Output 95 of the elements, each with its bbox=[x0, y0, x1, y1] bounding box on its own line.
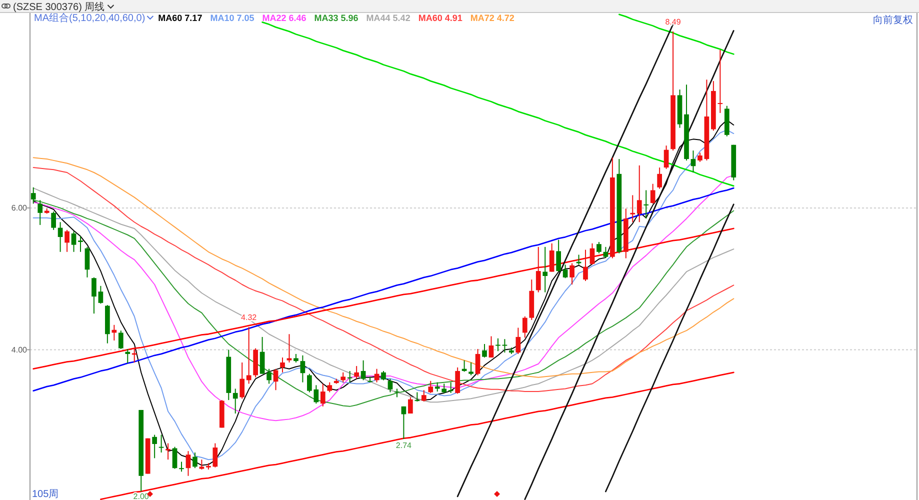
candlestick bbox=[266, 368, 272, 384]
candlestick bbox=[280, 357, 285, 373]
candlestick bbox=[636, 164, 642, 223]
text: MA22 6.46 bbox=[262, 13, 306, 23]
candlestick bbox=[232, 388, 238, 414]
candlestick bbox=[421, 390, 426, 402]
annotation: 105周 bbox=[32, 489, 59, 500]
text: MA72 4.72 bbox=[470, 13, 514, 23]
text: MA60 7.17 bbox=[158, 13, 202, 23]
candlestick bbox=[496, 338, 500, 352]
candlestick bbox=[354, 366, 359, 380]
candlestick bbox=[300, 354, 306, 383]
candlestick bbox=[388, 378, 393, 393]
candlestick bbox=[448, 382, 454, 394]
candlestick bbox=[664, 145, 669, 170]
line-series bbox=[32, 228, 734, 370]
candlestick bbox=[112, 324, 117, 341]
y-tick-label: 6.00 bbox=[11, 204, 28, 213]
candlestick bbox=[630, 194, 636, 223]
candlestick bbox=[536, 246, 541, 293]
candlestick bbox=[64, 229, 70, 252]
candlestick bbox=[30, 186, 36, 204]
candlestick bbox=[152, 434, 157, 459]
candlestick bbox=[71, 230, 76, 252]
text: 向前复权 bbox=[873, 14, 913, 26]
candlestick bbox=[347, 370, 352, 383]
candlestick bbox=[562, 264, 568, 279]
candlestick bbox=[179, 461, 184, 472]
candlestick bbox=[340, 372, 346, 383]
candlestick bbox=[583, 249, 588, 282]
candlestick bbox=[199, 459, 204, 470]
candlestick bbox=[186, 450, 191, 476]
annotation: 2.00 bbox=[133, 492, 150, 500]
candlestick bbox=[482, 344, 487, 358]
candlestick bbox=[603, 246, 608, 258]
candlestick bbox=[475, 348, 480, 376]
candlestick bbox=[273, 368, 278, 391]
text: MA33 5.96 bbox=[314, 13, 358, 23]
candlestick bbox=[84, 246, 90, 278]
candlestick bbox=[246, 326, 252, 384]
candlestick bbox=[650, 183, 656, 204]
candlestick bbox=[118, 330, 124, 350]
candlestick bbox=[51, 210, 56, 230]
candlestick bbox=[38, 200, 43, 226]
candlestick bbox=[442, 383, 447, 394]
line-series bbox=[100, 372, 734, 500]
candlestick bbox=[596, 241, 602, 254]
candlestick bbox=[698, 152, 702, 162]
candlestick bbox=[556, 239, 561, 272]
candlestick bbox=[690, 150, 696, 173]
candlestick bbox=[286, 334, 292, 363]
candlestick bbox=[428, 380, 434, 394]
candlestick bbox=[549, 242, 554, 272]
text: MA60 4.91 bbox=[418, 13, 462, 23]
annotation: 8.49 bbox=[665, 17, 682, 26]
text: MA44 5.42 bbox=[366, 13, 410, 23]
candlestick bbox=[58, 222, 63, 252]
candlestick bbox=[172, 446, 178, 470]
candlestick bbox=[590, 242, 595, 266]
chart-title: (SZSE 300376) 周线 bbox=[13, 1, 105, 13]
legend-title: MA组合(5,10,20,40,60,0) bbox=[34, 12, 146, 24]
candlestick bbox=[260, 336, 265, 374]
candlestick bbox=[240, 362, 245, 400]
candlestick bbox=[522, 316, 528, 338]
candlestick bbox=[327, 382, 332, 393]
line-series bbox=[524, 30, 734, 500]
candlestick bbox=[92, 276, 96, 314]
candlestick bbox=[192, 452, 198, 469]
candlestick bbox=[408, 396, 413, 414]
candlestick bbox=[468, 362, 474, 376]
line-series bbox=[605, 204, 734, 492]
candlestick bbox=[360, 360, 366, 381]
y-tick-label: 4.00 bbox=[11, 346, 28, 355]
candlestick bbox=[125, 348, 130, 364]
text: MA10 7.05 bbox=[210, 13, 254, 23]
candlestick bbox=[502, 338, 508, 354]
candlestick bbox=[657, 167, 662, 190]
candlestick bbox=[78, 236, 83, 252]
candlestick bbox=[414, 392, 420, 402]
annotation: 4.32 bbox=[241, 313, 258, 322]
candlestick bbox=[320, 383, 326, 407]
candlestick bbox=[516, 327, 521, 354]
candlestick bbox=[455, 366, 460, 394]
candlestick bbox=[434, 382, 440, 392]
candlestick bbox=[542, 246, 548, 293]
candlestick bbox=[166, 442, 170, 460]
line-series bbox=[618, 14, 734, 55]
annotation: 2.74 bbox=[396, 441, 412, 450]
candlestick bbox=[158, 434, 164, 454]
candlestick bbox=[570, 262, 574, 285]
line-series bbox=[456, 24, 674, 498]
candlestick bbox=[644, 190, 649, 220]
candlestick bbox=[98, 285, 104, 304]
candlestick bbox=[381, 370, 386, 381]
candlestick bbox=[488, 336, 494, 358]
